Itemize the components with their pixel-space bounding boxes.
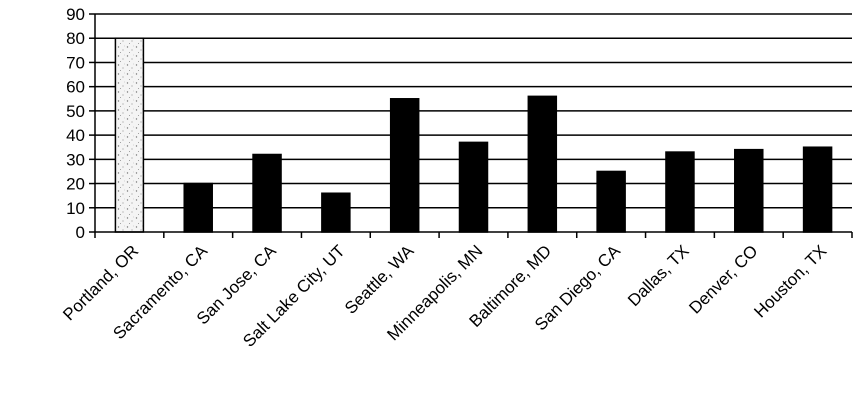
- bar: [734, 148, 764, 233]
- y-tick-label: 10: [66, 199, 85, 218]
- bars: [114, 37, 833, 233]
- y-tick-label: 20: [66, 175, 85, 194]
- x-category-label: Dallas, TX: [624, 241, 693, 310]
- bar: [252, 153, 282, 233]
- y-tick-label: 50: [66, 102, 85, 121]
- bar: [802, 146, 833, 233]
- bar: [321, 192, 351, 233]
- y-tick-label: 40: [66, 126, 85, 145]
- bar: [596, 170, 626, 233]
- bar: [389, 98, 420, 233]
- y-tick-label: 30: [66, 150, 85, 169]
- y-tick-label: 0: [76, 223, 85, 242]
- bar: [458, 141, 489, 233]
- y-axis-tick-labels: 0 10 20 30 40 50 60 70 80 90: [66, 5, 95, 242]
- bar: [665, 151, 695, 233]
- bar: [183, 182, 213, 233]
- x-category-label: Seattle, WA: [341, 241, 418, 318]
- bar: [114, 37, 145, 233]
- bar: [527, 95, 558, 233]
- y-tick-label: 80: [66, 29, 85, 48]
- x-category-label: Houston, TX: [750, 241, 830, 321]
- y-tick-label: 60: [66, 78, 85, 97]
- x-category-label: Denver, CO: [685, 241, 761, 317]
- axes: [94, 14, 853, 238]
- gridlines: [95, 13, 852, 209]
- y-tick-label: 70: [66, 53, 85, 72]
- y-tick-label: 90: [66, 5, 85, 24]
